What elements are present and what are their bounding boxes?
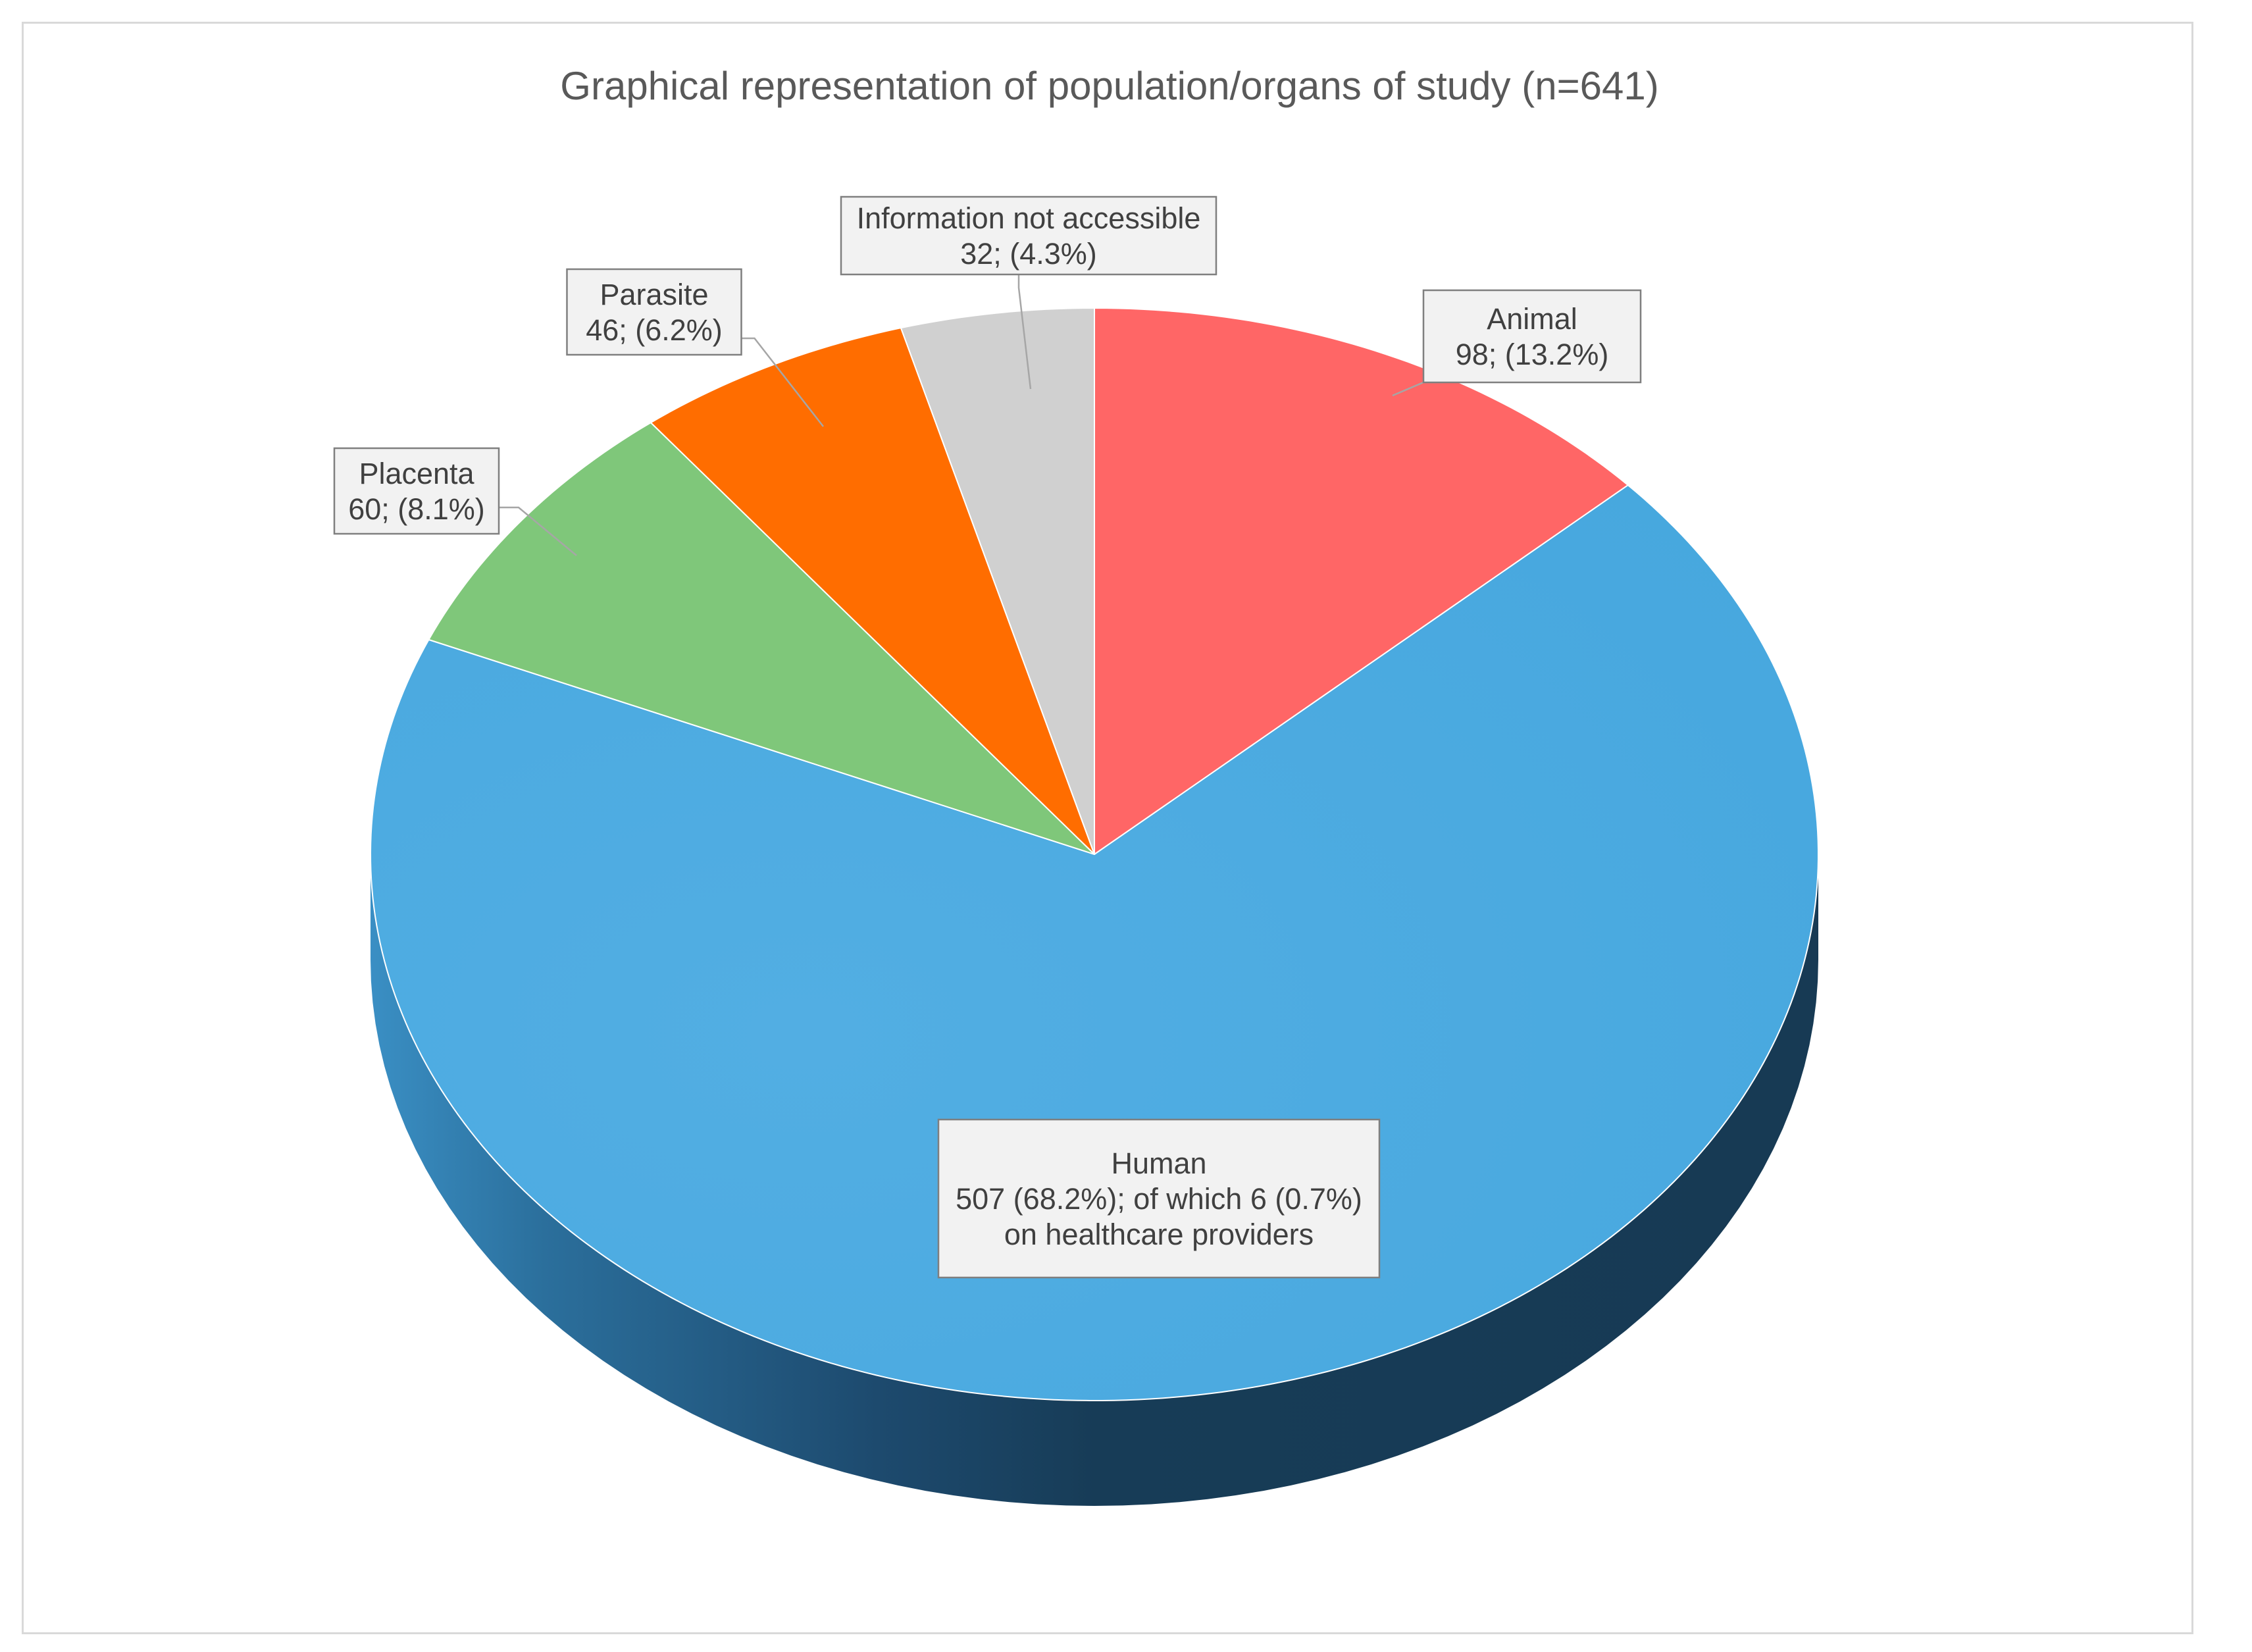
data-label-text: Human	[1111, 1147, 1206, 1180]
data-label-text: 46; (6.2%)	[586, 313, 723, 347]
data-label-text: 32; (4.3%)	[960, 237, 1097, 271]
data-label-box	[937, 1118, 1381, 1279]
data-label-box	[840, 195, 1217, 276]
data-label-text: 507 (68.2%); of which 6 (0.7%)	[956, 1182, 1362, 1216]
leader-line-placenta	[499, 506, 577, 556]
chart-frame: Graphical representation of population/o…	[22, 22, 2193, 1634]
pie-slice-human[interactable]	[370, 484, 1819, 1401]
pie-slice-animal[interactable]	[1094, 307, 1629, 855]
data-label-text: on healthcare providers	[1004, 1218, 1314, 1251]
pie-top-layer	[370, 307, 1819, 1401]
data-label-box	[333, 447, 500, 535]
data-label-text: 60; (8.1%)	[348, 492, 485, 526]
data-label-text: Parasite	[600, 278, 708, 311]
pie-side-human	[371, 854, 1818, 1506]
data-label-text: Animal	[1487, 302, 1577, 336]
data-label-text: Placenta	[359, 457, 474, 490]
data-label-box	[1422, 289, 1642, 384]
pie-slice-information-not-accessible[interactable]	[900, 307, 1095, 855]
pie-chart: Graphical representation of population/o…	[333, 64, 1819, 1506]
leader-line-parasite	[741, 337, 824, 427]
pie-side-layer	[371, 854, 1818, 1506]
pie-slice-parasite[interactable]	[650, 327, 1095, 855]
leader-line-information-not-accessible	[1017, 274, 1032, 390]
pie-slice-placenta[interactable]	[428, 422, 1095, 855]
data-label-text: Information not accessible	[857, 201, 1201, 235]
data-label-text: 98; (13.2%)	[1456, 338, 1609, 371]
data-label-box	[566, 268, 742, 356]
chart-title: Graphical representation of population/o…	[560, 64, 1658, 108]
